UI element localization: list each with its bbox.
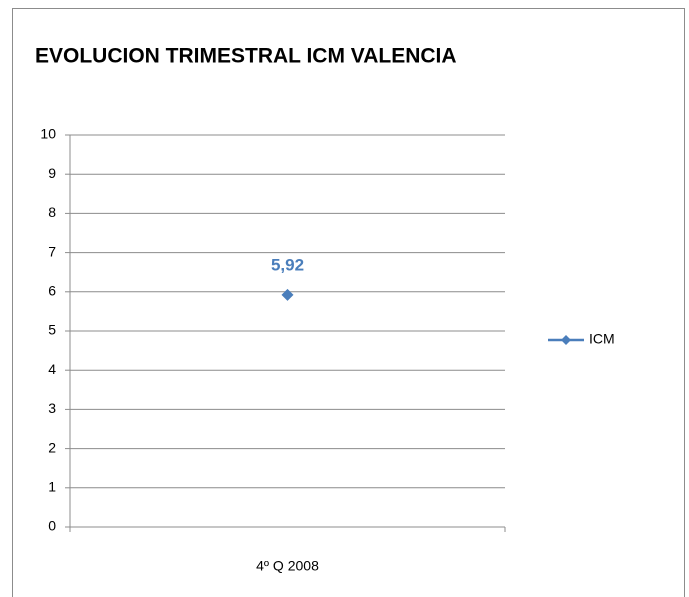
y-tick-label: 2 (48, 439, 56, 455)
legend-marker (561, 335, 571, 345)
y-tick-label: 9 (48, 165, 56, 181)
y-tick-label: 0 (48, 518, 56, 534)
y-tick-label: 10 (40, 126, 56, 142)
y-tick-label: 7 (48, 243, 56, 259)
y-tick-label: 3 (48, 400, 56, 416)
legend-label: ICM (589, 331, 615, 347)
y-tick-label: 4 (48, 361, 56, 377)
marker (281, 288, 294, 301)
x-tick-label: 4º Q 2008 (256, 558, 319, 574)
y-tick-label: 6 (48, 283, 56, 299)
y-tick-label: 5 (48, 322, 56, 338)
y-tick-label: 8 (48, 204, 56, 220)
data-label: 5,92 (271, 255, 304, 274)
chart-title: EVOLUCION TRIMESTRAL ICM VALENCIA (35, 45, 457, 68)
chart-frame (12, 8, 685, 597)
y-tick-label: 1 (48, 479, 56, 495)
